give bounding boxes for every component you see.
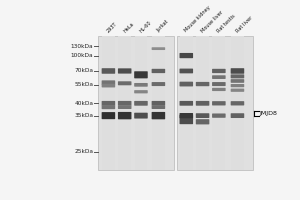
Text: 55kDa: 55kDa xyxy=(74,82,93,87)
FancyBboxPatch shape xyxy=(134,71,148,78)
Text: Mouse kidney: Mouse kidney xyxy=(184,5,212,33)
Text: 25kDa: 25kDa xyxy=(74,149,93,154)
Bar xyxy=(231,36,244,170)
Text: HL-60: HL-60 xyxy=(139,19,152,33)
FancyBboxPatch shape xyxy=(212,69,226,73)
FancyBboxPatch shape xyxy=(102,84,115,87)
FancyBboxPatch shape xyxy=(212,101,226,105)
FancyBboxPatch shape xyxy=(179,113,193,118)
FancyBboxPatch shape xyxy=(179,82,193,86)
FancyBboxPatch shape xyxy=(196,119,209,124)
FancyBboxPatch shape xyxy=(212,75,226,79)
Bar xyxy=(212,36,225,170)
FancyBboxPatch shape xyxy=(231,79,244,83)
Bar xyxy=(135,36,147,170)
FancyBboxPatch shape xyxy=(231,113,244,118)
Text: HeLa: HeLa xyxy=(122,21,135,33)
FancyBboxPatch shape xyxy=(179,53,193,58)
Bar xyxy=(196,36,209,170)
Text: Jurkat: Jurkat xyxy=(156,19,170,33)
FancyBboxPatch shape xyxy=(231,89,244,92)
FancyBboxPatch shape xyxy=(118,101,131,106)
FancyBboxPatch shape xyxy=(231,68,244,74)
FancyBboxPatch shape xyxy=(179,69,193,73)
FancyBboxPatch shape xyxy=(212,113,226,118)
FancyBboxPatch shape xyxy=(102,105,115,109)
FancyBboxPatch shape xyxy=(152,82,165,86)
FancyBboxPatch shape xyxy=(152,47,165,50)
FancyBboxPatch shape xyxy=(134,83,148,87)
FancyBboxPatch shape xyxy=(196,82,209,86)
Text: Mouse liver: Mouse liver xyxy=(200,9,224,33)
Bar xyxy=(98,36,173,170)
FancyBboxPatch shape xyxy=(118,112,131,119)
FancyBboxPatch shape xyxy=(179,115,193,124)
FancyBboxPatch shape xyxy=(102,68,115,74)
FancyBboxPatch shape xyxy=(179,101,193,106)
Bar xyxy=(118,36,131,170)
FancyBboxPatch shape xyxy=(102,112,115,119)
Text: 70kDa: 70kDa xyxy=(74,68,93,73)
Text: 293T: 293T xyxy=(106,21,118,33)
FancyBboxPatch shape xyxy=(231,74,244,78)
FancyBboxPatch shape xyxy=(196,101,209,106)
FancyBboxPatch shape xyxy=(196,113,209,118)
FancyBboxPatch shape xyxy=(118,68,131,74)
FancyBboxPatch shape xyxy=(152,105,165,109)
Text: 100kDa: 100kDa xyxy=(71,53,93,58)
FancyBboxPatch shape xyxy=(102,80,115,85)
FancyBboxPatch shape xyxy=(152,101,165,106)
Bar xyxy=(102,36,115,170)
FancyBboxPatch shape xyxy=(134,90,148,93)
FancyBboxPatch shape xyxy=(118,81,131,85)
Text: Rat liver: Rat liver xyxy=(235,15,254,33)
FancyBboxPatch shape xyxy=(231,101,244,105)
Bar xyxy=(180,36,193,170)
FancyBboxPatch shape xyxy=(152,69,165,73)
FancyBboxPatch shape xyxy=(102,101,115,106)
FancyBboxPatch shape xyxy=(134,113,148,119)
Text: 130kDa: 130kDa xyxy=(71,44,93,49)
Bar xyxy=(152,36,165,170)
Text: JMJD8: JMJD8 xyxy=(260,111,278,116)
Text: 35kDa: 35kDa xyxy=(74,113,93,118)
FancyBboxPatch shape xyxy=(212,88,226,91)
Text: Rat testis: Rat testis xyxy=(217,13,237,33)
FancyBboxPatch shape xyxy=(231,84,244,87)
Text: 40kDa: 40kDa xyxy=(74,101,93,106)
FancyBboxPatch shape xyxy=(134,101,148,106)
FancyBboxPatch shape xyxy=(212,82,226,86)
FancyBboxPatch shape xyxy=(118,105,131,109)
Bar xyxy=(177,36,253,170)
FancyBboxPatch shape xyxy=(152,112,165,119)
